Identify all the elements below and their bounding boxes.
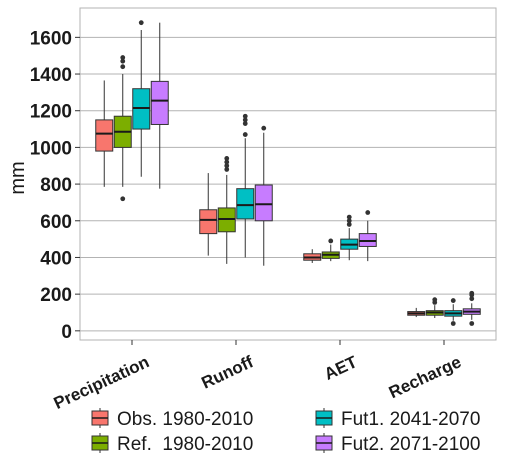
outlier-point (242, 117, 248, 123)
y-axis-label: mm (7, 161, 29, 194)
box (254, 184, 273, 222)
boxplot (254, 125, 273, 266)
outlier-point (120, 196, 126, 202)
outlier-point (120, 55, 126, 60)
legend-item: Obs. 1980-2010 (91, 408, 253, 430)
outlier-point (365, 210, 371, 215)
plot-area (79, 7, 497, 341)
box (95, 119, 114, 152)
legend-label: Fut2. 2071-2100 (341, 434, 480, 455)
outlier-point (469, 290, 475, 296)
legend-label: Fut1. 2041-2070 (341, 409, 480, 430)
legend-item: Ref. 1980-2010 (91, 433, 253, 455)
boxplot (303, 249, 322, 263)
boxplot (425, 297, 444, 318)
boxplot (132, 20, 151, 177)
x-tick-label: Precipitation (51, 352, 152, 413)
boxplot (217, 156, 236, 264)
outlier-point (224, 163, 230, 169)
y-tick-label: 800 (40, 175, 72, 196)
boxplot (321, 238, 340, 262)
outlier-point (450, 321, 456, 326)
y-tick-label: 400 (40, 248, 72, 269)
outlier-point (469, 296, 475, 302)
boxplots (95, 20, 481, 326)
outlier-point (242, 113, 248, 119)
boxplot (444, 298, 463, 326)
boxplot (236, 113, 255, 258)
boxplot (150, 22, 169, 189)
y-axis: 0 200 400 600 800 1000 1200 1400 1600 (30, 28, 80, 343)
outlier-point (346, 222, 352, 227)
x-tick-label: Recharge (386, 352, 464, 402)
boxplot (199, 173, 218, 256)
outlier-point (242, 121, 248, 126)
boxplot (113, 55, 132, 202)
legend-label: Ref. 1980-2010 (117, 434, 253, 455)
y-tick-label: 1400 (30, 65, 72, 86)
boxplot (462, 290, 481, 326)
y-tick-label: 200 (40, 285, 72, 306)
outlier-point (224, 156, 230, 161)
legend-item: Fut1. 2041-2070 (315, 408, 480, 430)
outlier-point (469, 321, 475, 326)
y-tick-label: 0 (61, 322, 72, 343)
boxplot (407, 307, 426, 318)
boxplot (340, 214, 359, 261)
outlier-point (346, 218, 352, 224)
legend-item: Fut2. 2071-2100 (315, 433, 480, 455)
y-tick-label: 1600 (30, 28, 72, 49)
outlier-point (261, 125, 267, 131)
outlier-point (242, 132, 248, 137)
outlier-point (450, 298, 456, 303)
x-tick-label: Runoff (198, 352, 256, 393)
boxplot (95, 80, 114, 187)
box (199, 209, 218, 235)
y-tick-label: 1000 (30, 138, 72, 159)
outlier-point (224, 167, 230, 172)
outlier-point (328, 238, 334, 244)
legend-label: Obs. 1980-2010 (117, 409, 253, 430)
outlier-point (138, 20, 144, 26)
x-axis: Precipitation Runoff AET Recharge (51, 340, 464, 413)
y-tick-label: 1200 (30, 102, 72, 123)
outlier-point (432, 297, 438, 303)
y-tick-label: 600 (40, 212, 72, 233)
boxplot (358, 210, 377, 262)
box (150, 80, 169, 125)
legend: Obs. 1980-2010 Ref. 1980-2010 Fut1. 2041-2… (91, 408, 480, 455)
x-tick-label: AET (321, 352, 360, 384)
outlier-point (224, 159, 230, 165)
box (236, 188, 255, 220)
outlier-point (120, 64, 126, 70)
outlier-point (346, 214, 352, 220)
outlier-point (120, 58, 126, 64)
